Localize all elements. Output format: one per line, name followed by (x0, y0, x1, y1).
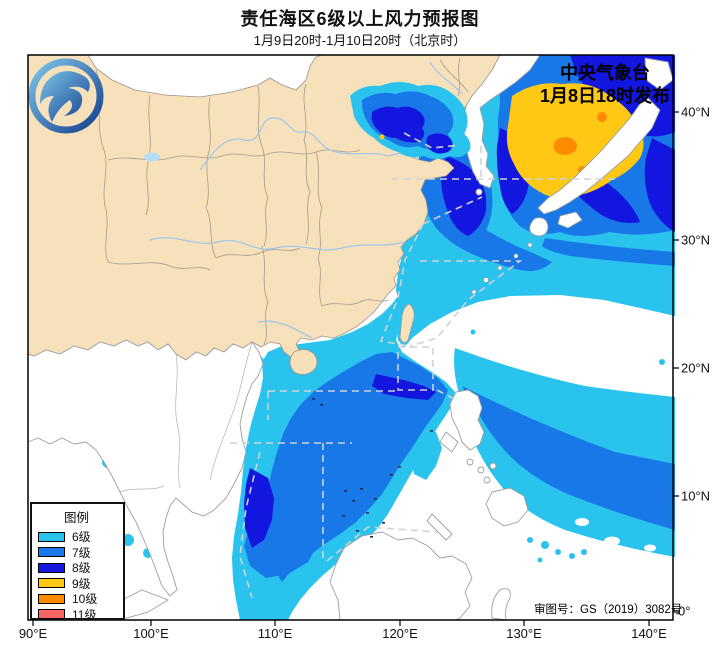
y-tick-10n: 10°N (681, 488, 711, 504)
wind-patch-bohai-inland (350, 82, 471, 159)
y-tick-30n: 30°N (681, 232, 711, 248)
reef-specks (312, 398, 433, 538)
indochina-landmass (27, 339, 264, 597)
hainan-island (289, 349, 318, 375)
y-tick-0: 0° (678, 603, 691, 619)
issuer-name: 中央气象台 (560, 63, 650, 83)
page-subtitle: 1月9日20时-1月10日20时（北京时） (253, 33, 467, 48)
legend-label: 8级 (72, 561, 91, 576)
legend-title: 图例 (63, 511, 89, 525)
legend-item: 7级 (38, 545, 123, 561)
white-gaps (575, 518, 656, 552)
legend-label: 7级 (72, 545, 91, 560)
province-borders (95, 57, 469, 345)
legend-swatch-7 (38, 547, 65, 558)
legend-label: 9级 (72, 576, 91, 591)
philippines-islands (426, 389, 529, 541)
legend-box: 图例 6级 7级 8级 9级 10级 11级 (30, 502, 125, 623)
x-tick-120e: 120°E (382, 626, 418, 641)
map-approval-number: 审图号：GS（2019）3082号 (534, 604, 683, 616)
x-tick-110e: 110°E (257, 626, 293, 641)
forecast-zone-lines (230, 132, 618, 599)
legend-label: 10级 (72, 592, 98, 607)
axis-ticks (32, 111, 679, 626)
cma-logo-icon (28, 58, 104, 134)
legend-item: 10级 (38, 591, 123, 607)
legend-item: 9级 (38, 576, 123, 592)
page-title: 责任海区6级以上风力预报图 (240, 9, 480, 29)
x-tick-140e: 140°E (631, 626, 667, 641)
map-frame (27, 54, 674, 621)
jeju-island (475, 188, 483, 196)
legend-swatch-6 (38, 531, 65, 542)
legend-item: 11级 (38, 607, 123, 623)
legend-swatch-11 (38, 609, 65, 620)
legend-item: 6级 (38, 529, 123, 545)
y-tick-20n: 20°N (681, 360, 711, 376)
x-tick-130e: 130°E (506, 626, 542, 641)
legend-swatch-9 (38, 578, 65, 589)
x-tick-90e: 90°E (18, 626, 48, 641)
y-tick-40n: 40°N (681, 104, 711, 120)
ryukyu-islands (471, 242, 533, 295)
indochina-borders (119, 341, 253, 493)
legend-swatch-8 (38, 562, 65, 573)
issuer-overlay: 中央气象台 1月8日18时发布 (505, 62, 705, 108)
korea-peninsula (462, 54, 541, 189)
x-tick-100e: 100°E (133, 626, 169, 641)
issue-time: 1月8日18时发布 (539, 86, 671, 106)
legend-label: 11级 (72, 607, 97, 622)
taiwan-island (399, 303, 415, 343)
legend-label: 6级 (72, 530, 91, 545)
qinghai-lake (144, 152, 160, 162)
legend-item: 8级 (38, 560, 123, 576)
legend-swatch-10 (38, 593, 65, 604)
rivers (149, 61, 463, 339)
japan-islands (529, 57, 674, 237)
